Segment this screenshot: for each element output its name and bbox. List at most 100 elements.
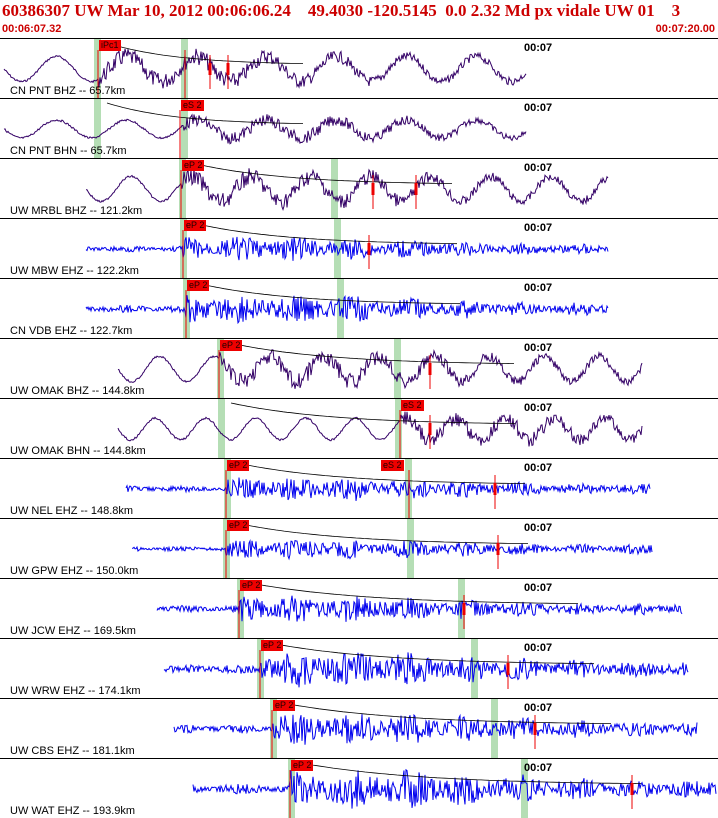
station-label: UW JCW EHZ -- 169.5km [10, 625, 136, 637]
coda-curve [192, 222, 458, 245]
coda-curve [269, 642, 595, 665]
trace-panel[interactable]: eP 2 00:07 UW MRBL BHZ -- 121.2km [0, 158, 718, 218]
pick-marker[interactable]: eS 2 [181, 100, 204, 111]
amplitude-pick-mark [533, 723, 537, 735]
waveform-line [85, 294, 609, 325]
waveform-line [117, 411, 643, 447]
window-end-time: 00:07:20.00 [655, 23, 715, 35]
pick-marker[interactable]: eS 2 [401, 400, 424, 411]
pick-marker[interactable]: eP 2 [182, 160, 205, 171]
pick-marker-secondary[interactable]: eS 2 [381, 460, 404, 471]
station-label: UW CBS EHZ -- 181.1km [10, 745, 135, 757]
waveform [3, 39, 527, 98]
amplitude-pick-mark [428, 423, 432, 435]
station-label: UW WAT EHZ -- 193.9km [10, 805, 136, 817]
amplitude-pick-mark [630, 783, 634, 795]
station-label: UW GPW EHZ -- 150.0km [10, 565, 139, 577]
station-label: UW OMAK BHZ -- 144.8km [10, 385, 145, 397]
waveform-line [125, 477, 651, 501]
waveform [125, 459, 651, 518]
waveform [163, 639, 689, 698]
waveform-line [117, 348, 643, 390]
waveform [85, 279, 609, 338]
pick-marker[interactable]: eP 2 [261, 640, 284, 651]
coda-curve [300, 762, 641, 784]
waveform-line [85, 236, 609, 261]
amplitude-pick-mark [367, 243, 371, 255]
coda-curve [282, 702, 611, 724]
arrival-band [491, 699, 498, 758]
arrival-band [217, 339, 224, 398]
trace-panel[interactable]: eP 2 eS 2 00:07 UW NEL EHZ -- 148.8km [0, 458, 718, 518]
arrival-band [394, 339, 401, 398]
time-mark: 00:07 [524, 522, 553, 534]
waveform [3, 99, 527, 158]
amplitude-pick-mark [414, 183, 418, 195]
trace-panel[interactable]: eS 2 00:07 UW OMAK BHN -- 144.8km [0, 398, 718, 458]
station-label: UW OMAK BHN -- 144.8km [10, 445, 146, 457]
amplitude-pick-mark [226, 63, 230, 75]
coda-curve [191, 162, 452, 184]
amplitude-pick-mark [371, 183, 375, 195]
waveform-line [132, 539, 653, 561]
arrival-band [521, 759, 528, 818]
time-mark: 00:07 [524, 642, 553, 654]
waveform [173, 699, 698, 758]
coda-curve [230, 402, 515, 424]
trace-panel[interactable]: eS 2 00:07 CN PNT BHN -- 65.7km [0, 98, 718, 158]
trace-panel[interactable]: eP 2 00:07 UW MBW EHZ -- 122.2km [0, 218, 718, 278]
trace-panel[interactable]: eP 2 00:07 UW WRW EHZ -- 174.1km [0, 638, 718, 698]
amplitude-pick-mark [462, 603, 466, 615]
coda-curve [229, 342, 514, 364]
pick-marker[interactable]: eP 2 [273, 700, 296, 711]
arrival-band [395, 399, 402, 458]
station-label: CN PNT BHN -- 65.7km [10, 145, 127, 157]
waveform-line [86, 168, 609, 212]
trace-panel[interactable]: eP 2 00:07 CN VDB EHZ -- 122.7km [0, 278, 718, 338]
time-mark: 00:07 [524, 762, 553, 774]
coda-curve [236, 462, 525, 484]
coda-curve [106, 102, 303, 124]
trace-panel[interactable]: eP 2 00:07 UW JCW EHZ -- 169.5km [0, 578, 718, 638]
pick-marker[interactable]: eP 2 [291, 760, 314, 771]
time-mark: 00:07 [524, 582, 553, 594]
time-mark: 00:07 [524, 42, 553, 54]
time-mark: 00:07 [524, 282, 553, 294]
arrival-band [331, 159, 338, 218]
amplitude-pick-mark [496, 543, 500, 555]
pick-marker[interactable]: eP 2 [184, 220, 207, 231]
waveform [85, 219, 609, 278]
trace-panel[interactable]: eP 2 00:07 UW OMAK BHZ -- 144.8km [0, 338, 718, 398]
station-label: CN VDB EHZ -- 122.7km [10, 325, 133, 337]
event-header-title: 60386307 UW Mar 10, 2012 00:06:06.24 49.… [2, 1, 681, 20]
coda-curve [195, 282, 461, 305]
time-mark: 00:07 [524, 102, 553, 114]
station-label: UW WRW EHZ -- 174.1km [10, 685, 141, 697]
pick-marker[interactable]: eP 2 [240, 580, 263, 591]
waveform-line [192, 768, 717, 809]
trace-panel[interactable]: eP 2 00:07 UW WAT EHZ -- 193.9km [0, 758, 718, 818]
station-label: CN PNT BHZ -- 65.7km [10, 85, 126, 97]
amplitude-pick-mark [506, 663, 510, 675]
coda-curve [106, 42, 303, 64]
waveform [192, 759, 717, 818]
waveform [156, 579, 683, 638]
pick-marker[interactable]: iPc1 [99, 40, 121, 51]
waveform [117, 339, 643, 398]
trace-panel[interactable]: iPc1 00:07 CN PNT BHZ -- 65.7km [0, 38, 718, 98]
waveform-line [173, 713, 698, 745]
trace-panel[interactable]: eP 2 00:07 UW GPW EHZ -- 150.0km [0, 518, 718, 578]
time-mark: 00:07 [524, 222, 553, 234]
pick-marker[interactable]: eP 2 [187, 280, 210, 291]
pick-marker[interactable]: eP 2 [227, 460, 250, 471]
arrival-band [94, 99, 101, 158]
station-label: UW MRBL BHZ -- 121.2km [10, 205, 143, 217]
station-label: UW NEL EHZ -- 148.8km [10, 505, 134, 517]
trace-panel[interactable]: eP 2 00:07 UW CBS EHZ -- 181.1km [0, 698, 718, 758]
trace-panels: iPc1 00:07 CN PNT BHZ -- 65.7km eS 2 00:… [0, 38, 718, 818]
waveform-line [3, 113, 527, 145]
pick-marker[interactable]: eP 2 [227, 520, 250, 531]
arrival-band [218, 399, 225, 458]
time-mark: 00:07 [524, 342, 553, 354]
pick-marker[interactable]: eP 2 [220, 340, 243, 351]
